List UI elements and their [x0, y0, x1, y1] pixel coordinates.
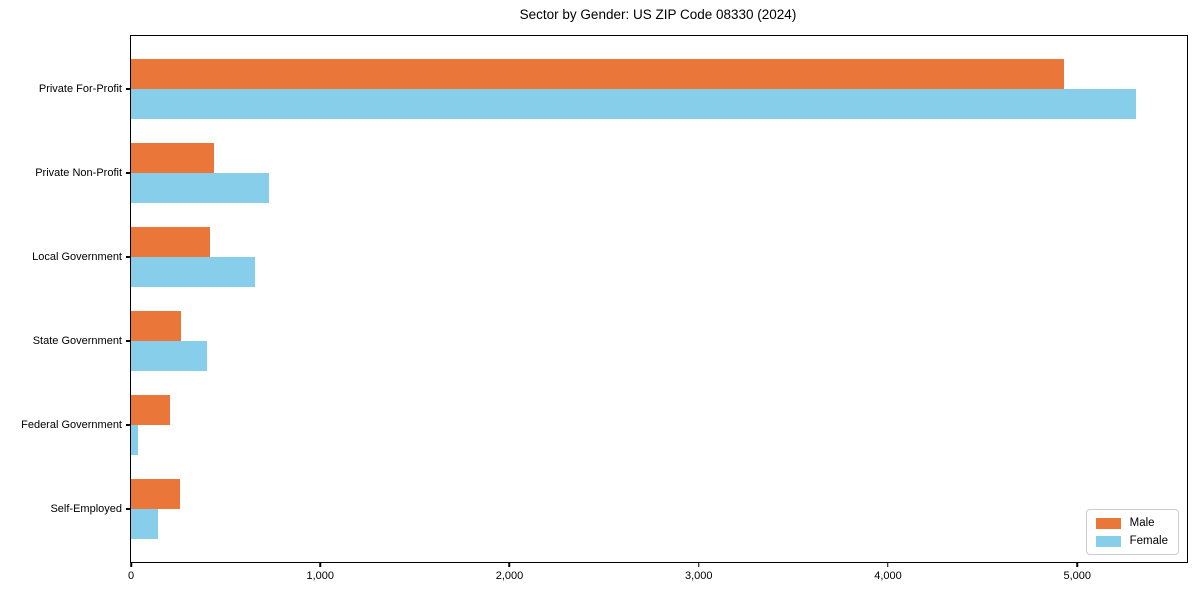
x-axis-tick-label: 2,000 [495, 570, 524, 582]
bar-male [131, 395, 170, 425]
bar-male [131, 143, 215, 173]
legend-label: Female [1129, 535, 1168, 547]
x-axis-tick [130, 562, 132, 567]
bar-group [131, 143, 1187, 203]
y-axis-tick [126, 172, 131, 174]
bar-female [131, 509, 159, 539]
y-axis-label: Self-Employed [50, 503, 122, 515]
bar-group [131, 311, 1187, 371]
bar-group [131, 59, 1187, 119]
chart-title: Sector by Gender: US ZIP Code 08330 (202… [519, 7, 797, 22]
x-axis-tick-label: 1,000 [306, 570, 334, 582]
bar-male [131, 479, 181, 509]
bar-male [131, 311, 182, 341]
y-axis-tick [126, 88, 131, 90]
y-axis-label: State Government [32, 335, 122, 347]
bar-female [131, 425, 138, 455]
x-axis-tick [319, 562, 321, 567]
y-axis-label: Private For-Profit [38, 83, 122, 95]
legend: Male Female [1085, 509, 1179, 555]
y-axis-label: Private Non-Profit [35, 167, 122, 179]
legend-item-female: Female [1095, 535, 1168, 547]
x-axis-tick-label: 5,000 [1063, 570, 1091, 582]
y-axis-tick [126, 340, 131, 342]
bar-male [131, 59, 1064, 89]
bar-female [131, 341, 207, 371]
bar-female [131, 257, 255, 287]
bar-group [131, 227, 1187, 287]
bar-female [131, 173, 270, 203]
x-axis-tick [887, 562, 889, 567]
legend-swatch-male [1095, 517, 1121, 529]
bar-male [131, 227, 211, 257]
x-axis-tick-label: 0 [127, 570, 135, 582]
y-axis-tick [126, 508, 131, 510]
bar-female [131, 89, 1136, 119]
legend-swatch-female [1095, 535, 1121, 547]
bar-group [131, 395, 1187, 455]
x-axis-tick-label: 4,000 [874, 570, 902, 582]
bar-group [131, 479, 1187, 539]
x-axis-tick [1076, 562, 1078, 567]
x-axis-tick [508, 562, 511, 567]
x-axis-tick-label: 3,000 [684, 570, 713, 582]
y-axis-label: Federal Government [21, 419, 122, 431]
plot-area: Private For-Profit Private Non-Profit Loca… [21, 35, 1188, 582]
y-axis-tick [126, 424, 131, 426]
y-axis-label: Local Government [32, 251, 122, 263]
y-axis-tick [126, 256, 131, 258]
legend-label: Male [1129, 517, 1155, 529]
legend-item-male: Male [1095, 517, 1168, 529]
x-axis-tick [697, 562, 700, 567]
